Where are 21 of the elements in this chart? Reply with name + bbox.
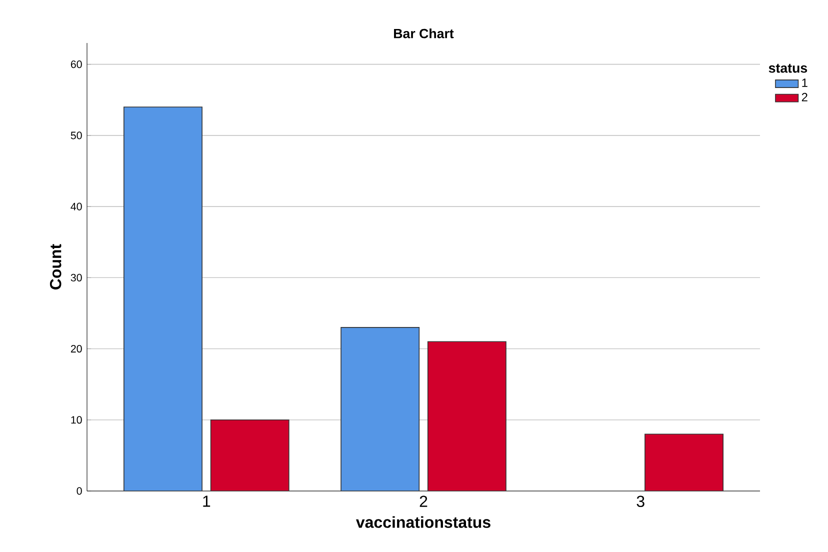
x-tick-label: 2 xyxy=(420,496,428,507)
legend-label: 1 xyxy=(802,78,808,87)
bar xyxy=(427,341,506,491)
y-tick-label: 30 xyxy=(70,274,82,282)
y-tick-label: 60 xyxy=(70,60,82,68)
legend-title: status xyxy=(768,64,808,73)
y-tick-label: 40 xyxy=(70,202,82,210)
legend-label: 2 xyxy=(802,92,808,102)
chart-title: Bar Chart xyxy=(394,28,454,38)
y-tick-label: 10 xyxy=(71,416,82,424)
y-tick-label: 50 xyxy=(70,132,82,140)
bar xyxy=(124,106,202,491)
y-tick-label: 0 xyxy=(76,487,82,495)
x-tick-label: 1 xyxy=(203,496,210,507)
x-axis-title: vaccinationstatus xyxy=(356,516,490,528)
bar xyxy=(210,419,290,491)
y-tick-label: 20 xyxy=(70,344,82,353)
bar xyxy=(644,434,724,491)
x-tick-label: 3 xyxy=(636,496,644,508)
y-axis-title: Count xyxy=(50,244,62,290)
bar xyxy=(340,327,420,491)
